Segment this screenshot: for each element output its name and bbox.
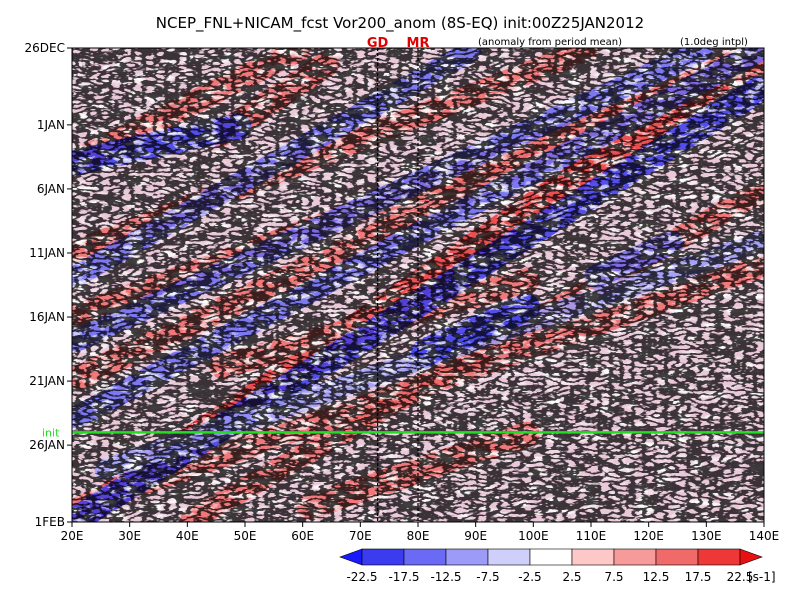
x-tick-label: 100E — [518, 529, 549, 543]
chart-title: NCEP_FNL+NICAM_fcst Vor200_anom (8S-EQ) … — [156, 14, 644, 33]
x-tick-label: 120E — [633, 529, 664, 543]
colorbar-swatch — [487, 548, 531, 566]
colorbar-swatch — [697, 548, 741, 566]
y-tick-label: 16JAN — [29, 310, 65, 324]
x-tick-label: 130E — [691, 529, 722, 543]
colorbar-tick-label: 17.5 — [685, 570, 712, 584]
y-tick-label: 26JAN — [29, 438, 65, 452]
colorbar-swatch — [571, 548, 615, 566]
colorbar-unit: [s-1] — [748, 570, 776, 584]
marker-labels: GD MR — [367, 36, 430, 51]
colorbar-swatch — [361, 548, 405, 566]
x-tick-label: 110E — [576, 529, 607, 543]
colorbar-tick-label: 2.5 — [562, 570, 581, 584]
colorbar-swatch — [403, 548, 447, 566]
x-tick-label: 70E — [349, 529, 372, 543]
y-tick-label: 6JAN — [37, 182, 65, 196]
x-tick-label: 30E — [118, 529, 141, 543]
colorbar-tick-label: -22.5 — [346, 570, 377, 584]
y-axis: 26DEC 1JAN 6JAN 11JAN 16JAN 21JAN 26JAN 1FEB — [25, 41, 72, 529]
colorbar-swatch — [739, 548, 763, 566]
colorbar-tick-label: 12.5 — [643, 570, 670, 584]
y-tick-label: 1JAN — [37, 118, 65, 132]
y-tick-label: 1FEB — [35, 515, 65, 529]
x-axis: 20E 30E 40E 50E 60E 70E 80E 90E 100E 110E 120E 130E… — [61, 522, 780, 543]
y-tick-label: 11JAN — [29, 246, 65, 260]
colorbar-tick-label: -2.5 — [518, 570, 541, 584]
x-tick-label: 50E — [234, 529, 257, 543]
colorbar-swatch — [445, 548, 489, 566]
x-tick-label: 140E — [749, 529, 780, 543]
x-tick-label: 60E — [291, 529, 314, 543]
x-tick-label: 80E — [407, 529, 430, 543]
colorbar-swatch — [529, 548, 573, 566]
colorbar-tick-label: 7.5 — [604, 570, 623, 584]
colorbar: -22.5 -17.5 -12.5 -7.5 -2.5 2.5 7.5 12.5 17.5 22.… — [339, 548, 776, 584]
colorbar-swatch — [613, 548, 657, 566]
x-tick-label: 20E — [61, 529, 84, 543]
y-tick-label: 26DEC — [25, 41, 65, 55]
colorbar-tick-label: -7.5 — [476, 570, 499, 584]
x-tick-label: 90E — [464, 529, 487, 543]
colorbar-tick-label: -12.5 — [430, 570, 461, 584]
plot-area — [72, 48, 764, 522]
colorbar-tick-label: -17.5 — [388, 570, 419, 584]
y-tick-label: 21JAN — [29, 374, 65, 388]
colorbar-swatch — [655, 548, 699, 566]
marker-label: MR — [407, 36, 430, 51]
colorbar-swatch — [339, 548, 363, 566]
chart-subtitle-right: (1.0deg intpl) — [680, 37, 748, 48]
colorbar-tick-label: 22.5 — [727, 570, 754, 584]
init-label: init — [42, 426, 60, 439]
marker-lines — [377, 48, 419, 522]
x-tick-label: 40E — [176, 529, 199, 543]
chart-subtitle-left: (anomaly from period mean) — [478, 37, 622, 48]
marker-label: GD — [367, 36, 389, 51]
